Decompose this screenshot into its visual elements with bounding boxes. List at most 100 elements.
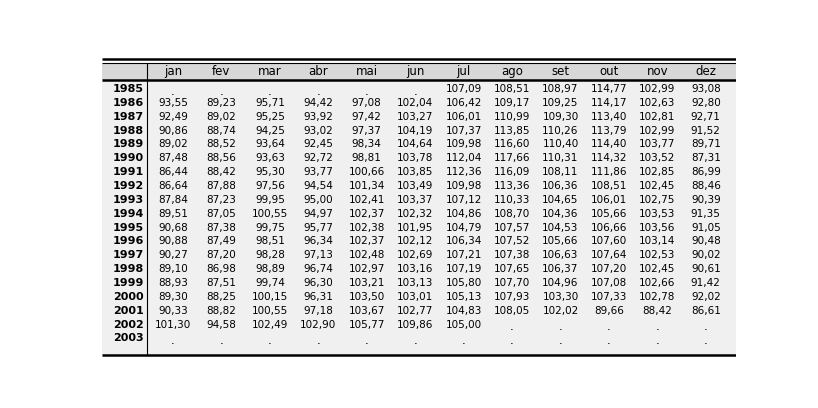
Text: 1985: 1985 [113,84,144,94]
Text: 104,65: 104,65 [542,195,578,205]
Text: 88,82: 88,82 [206,306,236,316]
Text: 111,86: 111,86 [591,167,627,177]
Text: 99,95: 99,95 [255,195,285,205]
Text: 102,99: 102,99 [639,84,676,94]
Text: 88,42: 88,42 [206,167,236,177]
Text: 96,30: 96,30 [303,278,333,288]
Text: 105,77: 105,77 [348,319,385,330]
Text: 87,84: 87,84 [158,195,188,205]
Text: .: . [219,85,223,98]
Text: 110,40: 110,40 [542,140,578,149]
Text: 101,30: 101,30 [155,319,191,330]
Text: fev: fev [212,65,231,78]
Text: 106,42: 106,42 [446,98,482,108]
Text: 100,15: 100,15 [252,292,288,302]
Text: .: . [317,334,320,347]
Text: .: . [704,320,708,333]
Text: 90,48: 90,48 [691,237,721,246]
Text: 89,30: 89,30 [158,292,188,302]
Text: 102,04: 102,04 [397,98,434,108]
Text: 87,51: 87,51 [206,278,236,288]
Text: 102,69: 102,69 [397,251,434,260]
Text: 108,11: 108,11 [542,167,578,177]
Text: 1986: 1986 [113,98,144,108]
Text: 103,49: 103,49 [397,181,434,191]
Text: 98,34: 98,34 [352,140,382,149]
Text: 100,55: 100,55 [252,306,288,316]
Text: nov: nov [646,65,668,78]
Text: 90,33: 90,33 [158,306,188,316]
Text: 90,27: 90,27 [158,251,188,260]
Text: 109,17: 109,17 [494,98,530,108]
Text: 108,51: 108,51 [494,84,530,94]
Text: 94,58: 94,58 [206,319,236,330]
Text: 105,00: 105,00 [446,319,482,330]
Text: 106,01: 106,01 [591,195,627,205]
Text: 91,52: 91,52 [691,126,721,135]
Text: 103,13: 103,13 [397,278,434,288]
Text: 90,39: 90,39 [691,195,721,205]
Text: jun: jun [406,65,425,78]
Text: 113,79: 113,79 [591,126,627,135]
Text: 92,71: 92,71 [691,112,721,122]
Text: 88,52: 88,52 [206,140,236,149]
Text: 109,98: 109,98 [446,181,482,191]
Text: 86,99: 86,99 [691,167,721,177]
Text: 97,18: 97,18 [303,306,333,316]
Text: 103,53: 103,53 [639,209,676,219]
Text: 1992: 1992 [113,181,144,191]
Text: 89,02: 89,02 [158,140,188,149]
Text: 86,44: 86,44 [158,167,188,177]
Text: abr: abr [308,65,328,78]
Text: 93,92: 93,92 [303,112,333,122]
Text: .: . [510,320,514,333]
Text: 102,99: 102,99 [639,126,676,135]
Text: 101,95: 101,95 [397,223,434,233]
Text: 107,93: 107,93 [494,292,530,302]
Text: .: . [413,85,417,98]
Text: 87,48: 87,48 [158,153,188,163]
Text: 90,86: 90,86 [158,126,188,135]
Text: 86,64: 86,64 [158,181,188,191]
Text: 108,51: 108,51 [591,181,627,191]
Text: .: . [559,320,562,333]
Text: jan: jan [164,65,182,78]
Text: 2001: 2001 [114,306,144,316]
Text: 92,72: 92,72 [303,153,333,163]
Text: 104,96: 104,96 [542,278,578,288]
Text: 103,56: 103,56 [639,223,676,233]
Text: 98,28: 98,28 [255,251,285,260]
Text: 108,05: 108,05 [494,306,530,316]
Text: 102,02: 102,02 [542,306,578,316]
Text: 107,08: 107,08 [591,278,627,288]
Text: 102,53: 102,53 [639,251,676,260]
Text: 98,81: 98,81 [352,153,382,163]
Text: 93,63: 93,63 [255,153,285,163]
Text: 97,42: 97,42 [352,112,382,122]
Text: 106,63: 106,63 [542,251,578,260]
Text: 2000: 2000 [114,292,144,302]
Text: 102,12: 102,12 [397,237,434,246]
Text: 102,41: 102,41 [348,195,385,205]
Text: 90,02: 90,02 [691,251,721,260]
Text: 91,05: 91,05 [691,223,721,233]
Text: 106,37: 106,37 [542,264,578,274]
Text: 114,77: 114,77 [591,84,627,94]
Text: 103,52: 103,52 [639,153,676,163]
Text: 88,46: 88,46 [691,181,721,191]
Text: 113,36: 113,36 [494,181,530,191]
Text: 95,77: 95,77 [303,223,333,233]
Text: 114,17: 114,17 [591,98,627,108]
Text: 87,31: 87,31 [691,153,721,163]
Text: 107,37: 107,37 [446,126,482,135]
Text: 107,52: 107,52 [494,237,530,246]
Text: 1993: 1993 [113,195,144,205]
Text: 102,66: 102,66 [639,278,676,288]
Text: 107,57: 107,57 [494,223,530,233]
Text: 109,86: 109,86 [397,319,434,330]
Text: 103,85: 103,85 [397,167,434,177]
Text: 112,36: 112,36 [445,167,482,177]
Text: 1989: 1989 [113,140,144,149]
Text: 1996: 1996 [113,237,144,246]
Text: 93,64: 93,64 [255,140,285,149]
